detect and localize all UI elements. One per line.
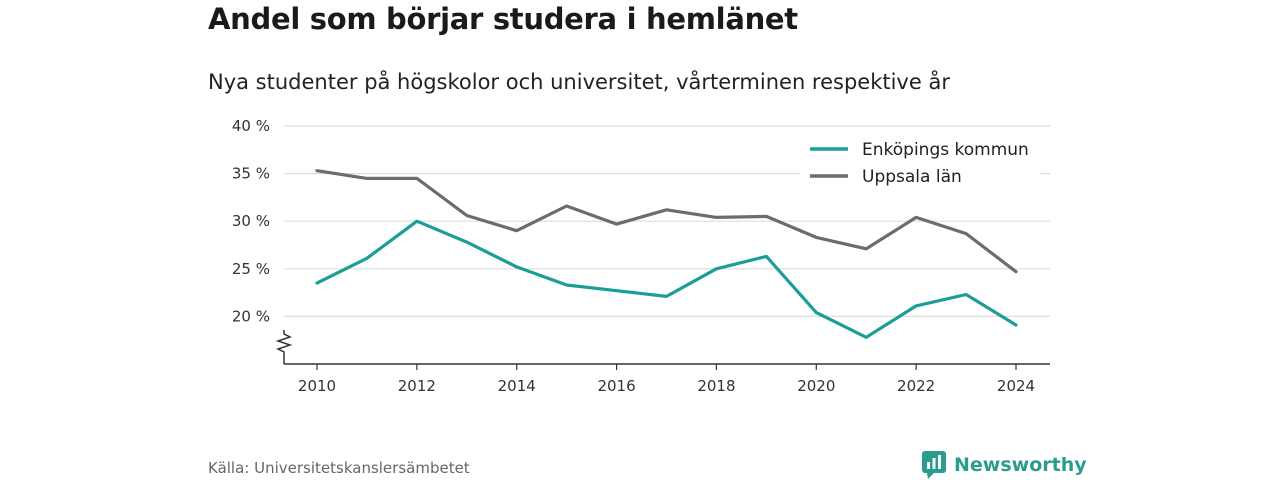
x-tick-label: 2014: [498, 377, 536, 395]
x-tick-label: 2016: [597, 377, 635, 395]
x-tick-label: 2020: [797, 377, 835, 395]
y-tick-label: 35 %: [232, 165, 270, 183]
brand-name: Newsworthy: [954, 454, 1087, 476]
chart-subtitle: Nya studenter på högskolor och universit…: [208, 70, 950, 94]
y-tick-label: 30 %: [232, 212, 270, 230]
y-tick-label: 20 %: [232, 307, 270, 325]
series-line-enk-pings-kommun: [315, 219, 1018, 339]
legend-background: [800, 136, 1040, 190]
series-line-uppsala-l-n: [315, 169, 1018, 274]
source-note: Källa: Universitetskanslersämbetet: [208, 459, 470, 477]
brand-logo[interactable]: Newsworthy: [922, 451, 1087, 479]
x-tick-label: 2010: [298, 377, 336, 395]
x-tick-label: 2012: [398, 377, 436, 395]
x-axis-ticks: 2010 2012 2014 2016 2018 2020 2022 2024: [298, 364, 1035, 395]
x-tick-label: 2018: [697, 377, 735, 395]
legend: Enköpings kommun Uppsala län: [800, 136, 1040, 190]
legend-label: Enköpings kommun: [862, 140, 1029, 160]
chart-title: Andel som börjar studera i hemlänet: [208, 2, 798, 36]
axis-break-icon: [275, 330, 293, 364]
x-axis: [275, 330, 1050, 365]
y-tick-label: 25 %: [232, 260, 270, 278]
x-tick-label: 2024: [997, 377, 1035, 395]
series-lines: [315, 169, 1018, 339]
y-tick-label: 40 %: [232, 117, 270, 135]
newsworthy-logo-icon: [922, 451, 946, 479]
legend-label: Uppsala län: [862, 167, 962, 187]
x-tick-label: 2022: [897, 377, 935, 395]
y-axis-ticks: 20 % 25 % 30 % 35 % 40 %: [232, 117, 270, 325]
